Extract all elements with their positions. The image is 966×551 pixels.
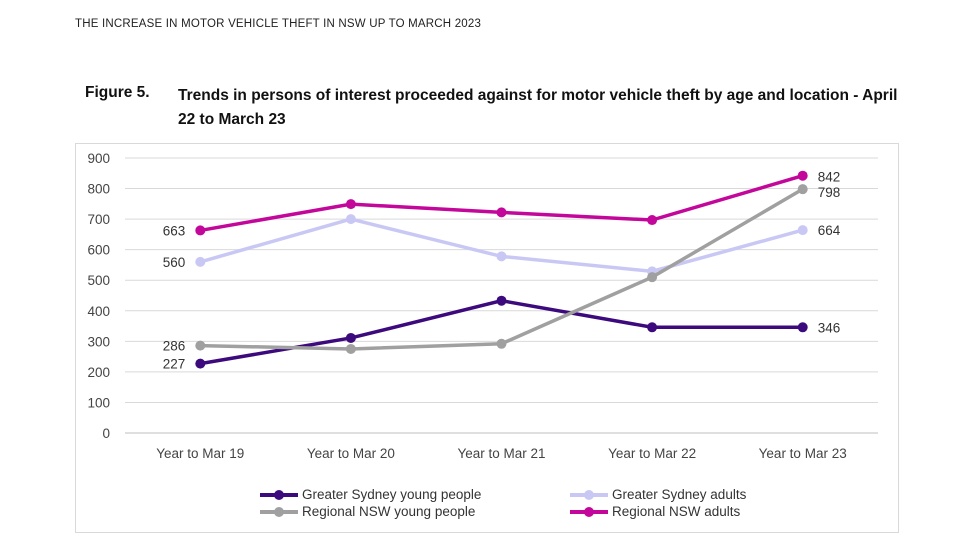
data-point [345,199,356,210]
y-tick-label: 200 [87,365,110,380]
data-label: 286 [163,339,186,354]
data-point [345,343,356,354]
data-point [647,272,658,283]
data-point [797,170,808,181]
data-label: 560 [163,255,186,270]
legend-swatch [260,506,298,517]
data-point [496,295,507,306]
data-point [195,256,206,267]
legend-item: Regional NSW young people [260,504,475,519]
y-tick-label: 600 [87,243,110,258]
page-header: THE INCREASE IN MOTOR VEHICLE THEFT IN N… [75,18,482,30]
legend-item: Greater Sydney young people [260,487,481,502]
x-tick-label: Year to Mar 23 [759,446,847,461]
series-line [199,174,804,233]
y-tick-label: 500 [87,273,110,288]
data-point [797,225,808,236]
y-tick-label: 800 [87,182,110,197]
data-point [195,340,206,351]
data-point [195,225,206,236]
y-tick-label: 700 [87,212,110,227]
data-point [345,214,356,225]
y-tick-label: 900 [87,151,110,166]
legend-swatch [260,489,298,500]
data-point [647,215,658,226]
legend-label: Regional NSW young people [302,504,476,519]
y-tick-label: 100 [87,395,110,410]
y-tick-label: 300 [87,334,110,349]
legend-swatch [570,506,608,517]
figure-number: Figure 5. [85,84,150,101]
legend-item: Greater Sydney adults [570,487,746,502]
data-label: 346 [818,320,841,335]
data-point [797,184,808,195]
legend-label: Greater Sydney adults [612,487,747,502]
x-tick-label: Year to Mar 21 [457,446,545,461]
x-tick-label: Year to Mar 20 [307,446,395,461]
series-line [199,217,804,274]
figure-caption: Figure 5. Trends in persons of interest … [85,84,898,132]
series-line [200,298,803,366]
legend-label: Greater Sydney young people [302,487,482,502]
data-point [647,322,658,333]
legend-label: Regional NSW adults [612,504,741,519]
data-label: 798 [818,185,841,200]
chart-frame [75,143,899,533]
data-point [496,207,507,218]
data-label: 842 [818,170,841,185]
data-label: 663 [163,223,186,238]
y-tick-label: 400 [87,304,110,319]
data-point [496,251,507,262]
data-point [496,338,507,349]
data-point [797,322,808,333]
legend-item: Regional NSW adults [570,504,740,519]
y-tick-label: 0 [102,426,110,441]
data-point [345,332,356,343]
data-point [195,358,206,369]
data-label: 664 [818,223,841,238]
legend-swatch [570,489,608,500]
x-tick-label: Year to Mar 19 [156,446,244,461]
data-label: 227 [163,357,186,372]
figure-title: Trends in persons of interest proceeded … [178,87,898,128]
x-tick-label: Year to Mar 22 [608,446,696,461]
